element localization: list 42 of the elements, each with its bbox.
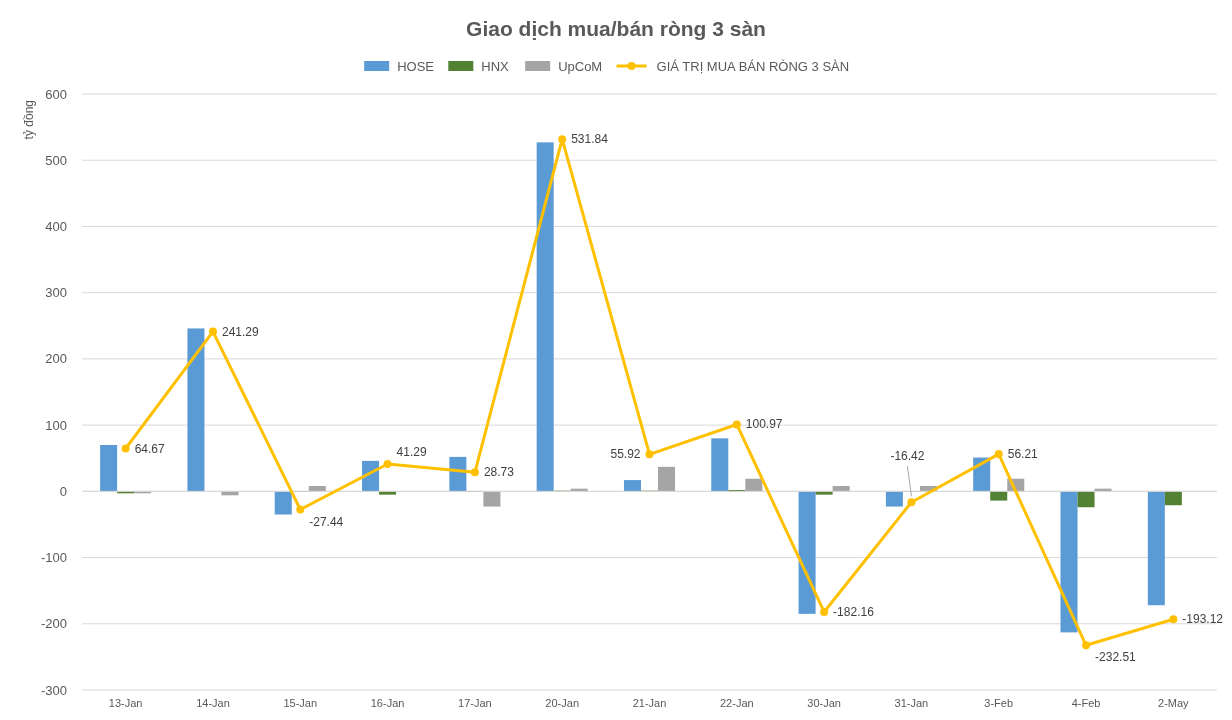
y-tick-label: -100 xyxy=(40,550,67,566)
data-label: 55.92 xyxy=(610,447,641,462)
x-tick-label: 21-Jan xyxy=(632,697,667,709)
legend-label: GIÁ TRỊ MUA BÁN RÒNG 3 SÀN xyxy=(656,58,850,74)
y-tick-label: 400 xyxy=(45,218,67,234)
data-label: -232.51 xyxy=(1095,650,1137,665)
y-tick-label: 200 xyxy=(45,351,67,367)
data-label: 41.29 xyxy=(396,444,427,459)
data-label: -16.42 xyxy=(890,449,925,464)
chart-title: Giao dịch mua/bán ròng 3 sàn xyxy=(466,17,766,40)
data-label: -27.44 xyxy=(309,514,344,529)
data-label: 56.21 xyxy=(1007,447,1039,462)
x-tick-label: 13-Jan xyxy=(108,697,143,709)
y-tick-label: 100 xyxy=(45,417,67,433)
data-label: 241.29 xyxy=(221,324,259,339)
x-tick-label: 22-Jan xyxy=(719,697,754,709)
y-tick-label: 500 xyxy=(45,152,67,168)
x-tick-label: 16-Jan xyxy=(370,697,405,709)
legend-label: HOSE xyxy=(397,58,435,74)
data-label: 531.84 xyxy=(571,132,609,147)
data-label: -182.16 xyxy=(833,604,875,619)
data-label: 28.73 xyxy=(483,465,515,480)
x-tick-label: 4-Feb xyxy=(1071,697,1101,709)
x-tick-label: 30-Jan xyxy=(807,697,841,709)
x-tick-label: 20-Jan xyxy=(545,697,580,709)
y-tick-label: -200 xyxy=(40,616,67,632)
x-tick-label: 31-Jan xyxy=(894,697,929,709)
y-tick-label: 0 xyxy=(59,483,67,499)
y-tick-label: 600 xyxy=(45,86,67,102)
legend-label: UpCoM xyxy=(558,58,603,74)
x-tick-label: 17-Jan xyxy=(458,697,492,709)
x-tick-label: 15-Jan xyxy=(283,697,318,709)
x-tick-label: 3-Feb xyxy=(984,697,1014,709)
data-label: 64.67 xyxy=(134,441,166,456)
legend-label: HNX xyxy=(481,58,510,74)
y-tick-label: 300 xyxy=(45,285,67,301)
x-tick-label: 2-May xyxy=(1158,697,1190,709)
data-label: -193.12 xyxy=(1182,612,1224,627)
y-axis-title: tỷ đồng xyxy=(22,100,36,140)
y-tick-label: -300 xyxy=(40,682,67,698)
data-label: 100.97 xyxy=(745,417,783,432)
x-tick-label: 14-Jan xyxy=(196,697,230,709)
